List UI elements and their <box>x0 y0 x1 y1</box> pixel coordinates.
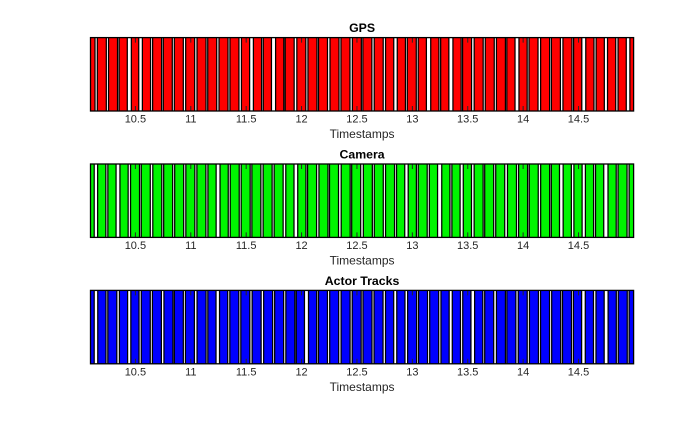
svg-text:13.5: 13.5 <box>457 240 478 252</box>
svg-text:14.5: 14.5 <box>568 367 589 379</box>
svg-text:12: 12 <box>295 240 307 252</box>
svg-text:11.5: 11.5 <box>236 114 257 126</box>
svg-text:14: 14 <box>517 240 529 252</box>
svg-text:Timestamps: Timestamps <box>330 127 395 141</box>
svg-text:13.5: 13.5 <box>457 114 478 126</box>
svg-text:12.5: 12.5 <box>346 240 367 252</box>
svg-text:11.5: 11.5 <box>236 367 257 379</box>
svg-text:GPS: GPS <box>349 21 375 35</box>
svg-text:10.5: 10.5 <box>125 367 146 379</box>
svg-text:12: 12 <box>295 114 307 126</box>
svg-text:Timestamps: Timestamps <box>330 380 395 394</box>
svg-text:14.5: 14.5 <box>568 240 589 252</box>
svg-text:11: 11 <box>185 367 196 379</box>
svg-text:12.5: 12.5 <box>346 114 367 126</box>
svg-text:11.5: 11.5 <box>236 240 257 252</box>
svg-text:Camera: Camera <box>339 147 384 161</box>
svg-text:12.5: 12.5 <box>346 367 367 379</box>
svg-text:14: 14 <box>517 114 529 126</box>
svg-text:13: 13 <box>406 367 418 379</box>
svg-text:Actor Tracks: Actor Tracks <box>325 274 400 288</box>
svg-text:Timestamps: Timestamps <box>330 253 395 267</box>
svg-text:13: 13 <box>406 240 418 252</box>
svg-text:11: 11 <box>185 114 196 126</box>
svg-text:10.5: 10.5 <box>125 240 146 252</box>
svg-text:14.5: 14.5 <box>568 114 589 126</box>
svg-text:10.5: 10.5 <box>125 114 146 126</box>
svg-text:14: 14 <box>517 367 529 379</box>
svg-text:13: 13 <box>406 114 418 126</box>
svg-text:13.5: 13.5 <box>457 367 478 379</box>
svg-text:12: 12 <box>295 367 307 379</box>
svg-text:11: 11 <box>185 240 196 252</box>
